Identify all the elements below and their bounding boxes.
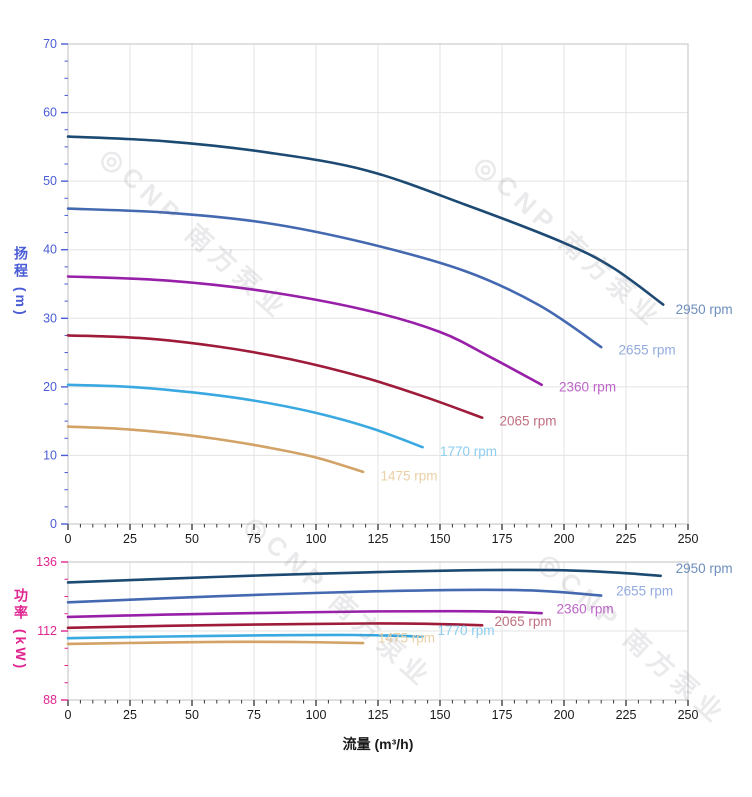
curve-2360-rpm bbox=[66, 609, 543, 619]
curve-label-2360-rpm: 2360 rpm bbox=[557, 601, 614, 616]
x-axis-ticks: 0 25 50 75 100 125 150 175 200 225 250 bbox=[65, 700, 699, 722]
x-tick-label: 50 bbox=[185, 532, 199, 546]
x-tick-label: 0 bbox=[65, 708, 72, 722]
curve-2065-rpm bbox=[66, 622, 484, 630]
curve-1770-rpm bbox=[66, 633, 424, 640]
curve-label-2950-rpm: 2950 rpm bbox=[676, 302, 733, 317]
power-vs-flow-group: 0 25 50 75 100 125 150 175 200 225 250 88 112 136 2950… bbox=[36, 555, 733, 722]
curve-label-2655-rpm: 2655 rpm bbox=[619, 342, 676, 357]
x-tick-label: 150 bbox=[430, 532, 451, 546]
curve-label-1770-rpm: 1770 rpm bbox=[438, 623, 495, 638]
curve-2655-rpm bbox=[66, 207, 603, 349]
x-tick-label: 200 bbox=[554, 708, 575, 722]
curve-label-1475-rpm: 1475 rpm bbox=[378, 630, 435, 645]
y-tick-label: 0 bbox=[50, 517, 57, 531]
y-tick-label: 20 bbox=[43, 380, 57, 394]
x-tick-label: 125 bbox=[368, 708, 389, 722]
y-axis-ticks: 88 112 136 bbox=[36, 555, 68, 707]
curve-label-1770-rpm: 1770 rpm bbox=[440, 444, 497, 459]
y-axis-ticks: 0 10 20 30 40 50 60 70 bbox=[43, 37, 68, 531]
x-tick-label: 100 bbox=[306, 708, 327, 722]
curve-2950-rpm bbox=[66, 568, 662, 584]
curve-2360-rpm bbox=[66, 275, 543, 387]
curve-2065-rpm bbox=[66, 334, 484, 419]
x-tick-label: 200 bbox=[554, 532, 575, 546]
y-tick-label: 88 bbox=[43, 693, 57, 707]
curve-label-1475-rpm: 1475 rpm bbox=[380, 469, 437, 484]
gridlines bbox=[68, 44, 689, 524]
x-tick-label: 75 bbox=[247, 532, 261, 546]
y-tick-label: 50 bbox=[43, 174, 57, 188]
x-tick-label: 225 bbox=[616, 532, 637, 546]
curve-1475-rpm bbox=[66, 425, 365, 474]
curve-1475-rpm bbox=[66, 640, 365, 646]
y-tick-label: 40 bbox=[43, 243, 57, 257]
x-tick-label: 75 bbox=[247, 708, 261, 722]
curve-label-2065-rpm: 2065 rpm bbox=[495, 614, 552, 629]
x-tick-label: 50 bbox=[185, 708, 199, 722]
head-vs-flow-group: 0 25 50 75 100 125 150 175 200 225 250 0 10 20 30 40 50 6… bbox=[43, 37, 733, 546]
x-tick-label: 225 bbox=[616, 708, 637, 722]
y-tick-label: 136 bbox=[36, 555, 57, 569]
x-tick-label: 175 bbox=[492, 708, 513, 722]
curve-label-2950-rpm: 2950 rpm bbox=[676, 561, 733, 576]
curve-label-2065-rpm: 2065 rpm bbox=[500, 414, 557, 429]
curve-2655-rpm bbox=[66, 588, 603, 604]
x-axis-ticks: 0 25 50 75 100 125 150 175 200 225 250 bbox=[65, 524, 699, 546]
x-tick-label: 125 bbox=[368, 532, 389, 546]
x-tick-label: 25 bbox=[123, 532, 137, 546]
y-tick-label: 112 bbox=[37, 624, 57, 638]
curve-2950-rpm bbox=[66, 135, 665, 306]
power-axis-title: 功率 (kW) bbox=[13, 588, 29, 672]
x-tick-label: 250 bbox=[678, 708, 699, 722]
curve-label-2655-rpm: 2655 rpm bbox=[616, 584, 673, 599]
head-axis-title: 扬程 (m) bbox=[13, 246, 29, 318]
curve-label-2360-rpm: 2360 rpm bbox=[559, 379, 616, 394]
x-tick-label: 25 bbox=[123, 708, 137, 722]
y-tick-label: 70 bbox=[43, 37, 57, 51]
y-tick-label: 60 bbox=[43, 106, 57, 120]
x-tick-label: 150 bbox=[430, 708, 451, 722]
curve-1770-rpm bbox=[66, 383, 424, 449]
y-tick-label: 10 bbox=[43, 448, 57, 462]
x-tick-label: 100 bbox=[306, 532, 327, 546]
x-tick-label: 175 bbox=[492, 532, 513, 546]
x-tick-label: 0 bbox=[65, 532, 72, 546]
x-tick-label: 250 bbox=[678, 532, 699, 546]
y-tick-label: 30 bbox=[43, 311, 57, 325]
flow-axis-title: 流量 (m³/h) bbox=[342, 736, 414, 752]
